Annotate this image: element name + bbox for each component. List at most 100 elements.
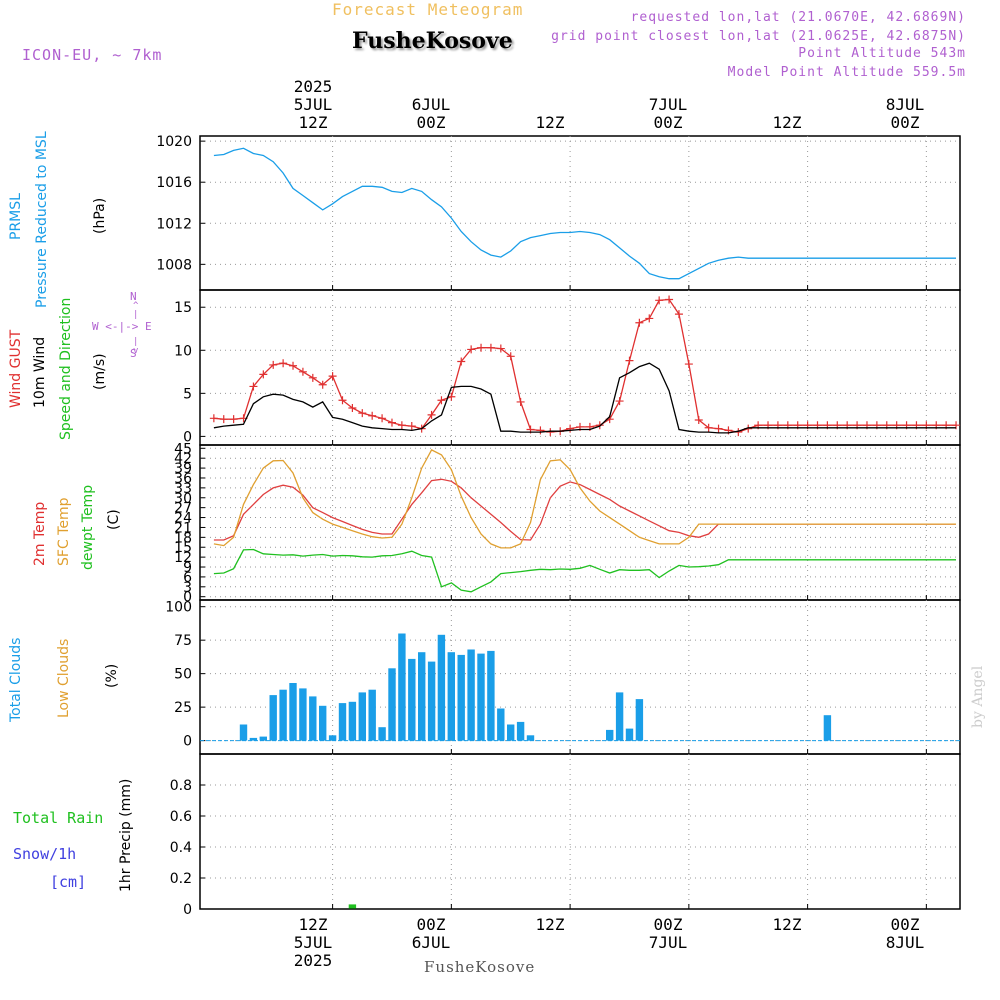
precip-ytick-label-0: 0 [183,902,192,918]
bottom-hour-12z-3: 12Z [772,915,802,934]
clouds-bar-0-8 [289,683,297,741]
temperature-ytick-label-12: 36 [174,471,192,487]
wind-ytick-label-0: 0 [183,429,192,445]
label-total-rain: Total Rain [13,809,104,827]
compass-we: W <-|-> E [92,320,152,333]
bottom-hour-00z-3: 00Z [890,915,920,934]
meteogram-title: Forecast Meteogram [332,0,524,19]
gust-marker-25 [457,357,466,366]
gust-marker-9 [298,367,307,376]
wind-line-1 [213,362,956,434]
clouds-bar-0-12 [328,735,337,741]
clouds-bar-0-10 [309,696,317,741]
clouds-bar-0-11 [319,705,327,741]
precip-bar-0-0 [348,904,357,909]
point-altitude: Point Altitude 543m [798,46,966,61]
gust-marker-75 [952,421,961,430]
footer-station: FusheKosove [424,958,536,976]
gust-marker-39 [595,421,604,430]
clouds-bar-0-22 [427,661,436,741]
clouds-bar-0-62 [823,715,832,741]
gust-marker-10 [308,373,317,382]
clouds-bar-0-16 [368,689,376,741]
temperature-ytick-label-6: 18 [174,530,192,546]
temperature-ytick-label-0: 0 [183,590,192,606]
clouds-bar-0-21 [418,652,426,741]
gust-marker-17 [378,414,387,423]
gust-marker-27 [477,343,486,352]
temperature-ytick-label-4: 12 [174,550,192,566]
gust-marker-26 [467,345,476,354]
gust-marker-31 [516,397,525,406]
gust-marker-14 [348,403,357,412]
clouds-bar-0-9 [299,688,307,741]
clouds-bar-0-26 [467,649,475,741]
top-date-6jul: 6JUL [411,95,451,114]
pressure-ytick-label-3: 1020 [156,134,192,150]
gust-marker-49 [694,416,703,425]
gust-marker-19 [397,421,406,430]
bottom-hour-12z-1: 12Z [298,915,328,934]
gust-marker-6 [269,360,278,369]
bottom-date-6jul: 6JUL [411,933,451,952]
top-hour-00z-3: 00Z [890,113,920,132]
temperature-line-1 [213,449,956,549]
gust-marker-7 [279,359,288,368]
gust-marker-36 [566,424,575,433]
gust-marker-29 [496,344,505,353]
gust-marker-43 [635,318,644,327]
gust-marker-44 [645,314,654,323]
top-hour-12z-3: 12Z [772,113,802,132]
bottom-date-5jul: 5JUL [293,933,333,952]
clouds-bar-0-15 [358,692,366,741]
gust-marker-11 [318,380,327,389]
pressure-line-0 [213,147,956,280]
clouds-bar-0-32 [526,735,535,741]
clouds-bar-0-42 [625,728,634,741]
temperature-ytick-label-1: 3 [183,580,192,596]
bottom-hour-12z-2: 12Z [535,915,565,934]
bottom-date-8jul: 8JUL [885,933,925,952]
gust-marker-15 [358,409,367,418]
top-date-8jul: 8JUL [885,95,925,114]
pressure-ytick-label-2: 1016 [156,175,192,191]
gust-marker-8 [289,361,298,370]
clouds-bar-0-7 [279,689,287,741]
precip-ytick-label-1: 0.2 [170,871,192,887]
temperature-ytick-label-15: 45 [174,441,192,457]
clouds-bar-0-20 [408,658,416,741]
clouds-bar-0-27 [477,653,485,741]
gust-marker-30 [506,352,515,361]
clouds-ytick-label-3: 75 [174,633,192,649]
top-date-7jul: 7JUL [648,95,688,114]
clouds-bar-0-5 [259,736,267,741]
precip-ytick-label-2: 0.4 [170,840,192,856]
top-hour-00z-1: 00Z [416,113,446,132]
wind-ytick-label-2: 10 [174,343,192,359]
gust-marker-47 [674,310,683,319]
gust-marker-20 [407,422,416,431]
temperature-ytick-label-7: 21 [174,520,192,536]
temperature-ytick-label-3: 9 [183,560,192,576]
label-snow-unit: [cm] [50,873,87,891]
gust-marker-22 [427,410,436,419]
clouds-bar-0-31 [516,721,525,741]
clouds-ytick-label-0: 0 [183,734,192,750]
bottom-hour-00z-2: 00Z [653,915,683,934]
gust-marker-18 [387,418,396,427]
top-date-5jul: 5JUL [293,95,333,114]
gust-marker-2 [229,415,238,424]
clouds-ytick-label-4: 100 [165,600,192,616]
station-name: FusheKosove [352,28,513,54]
wind-panel-frame [199,289,961,446]
clouds-bar-0-30 [507,724,515,741]
precip-panel-frame [199,753,961,910]
clouds-bar-0-41 [615,692,624,741]
gust-marker-23 [437,396,446,405]
gust-marker-5 [259,370,268,379]
gust-marker-51 [714,424,723,433]
clouds-bar-0-17 [378,727,386,741]
temperature-ytick-label-5: 15 [174,540,192,556]
gust-marker-45 [655,296,664,305]
temperature-ytick-label-14: 42 [174,451,192,467]
